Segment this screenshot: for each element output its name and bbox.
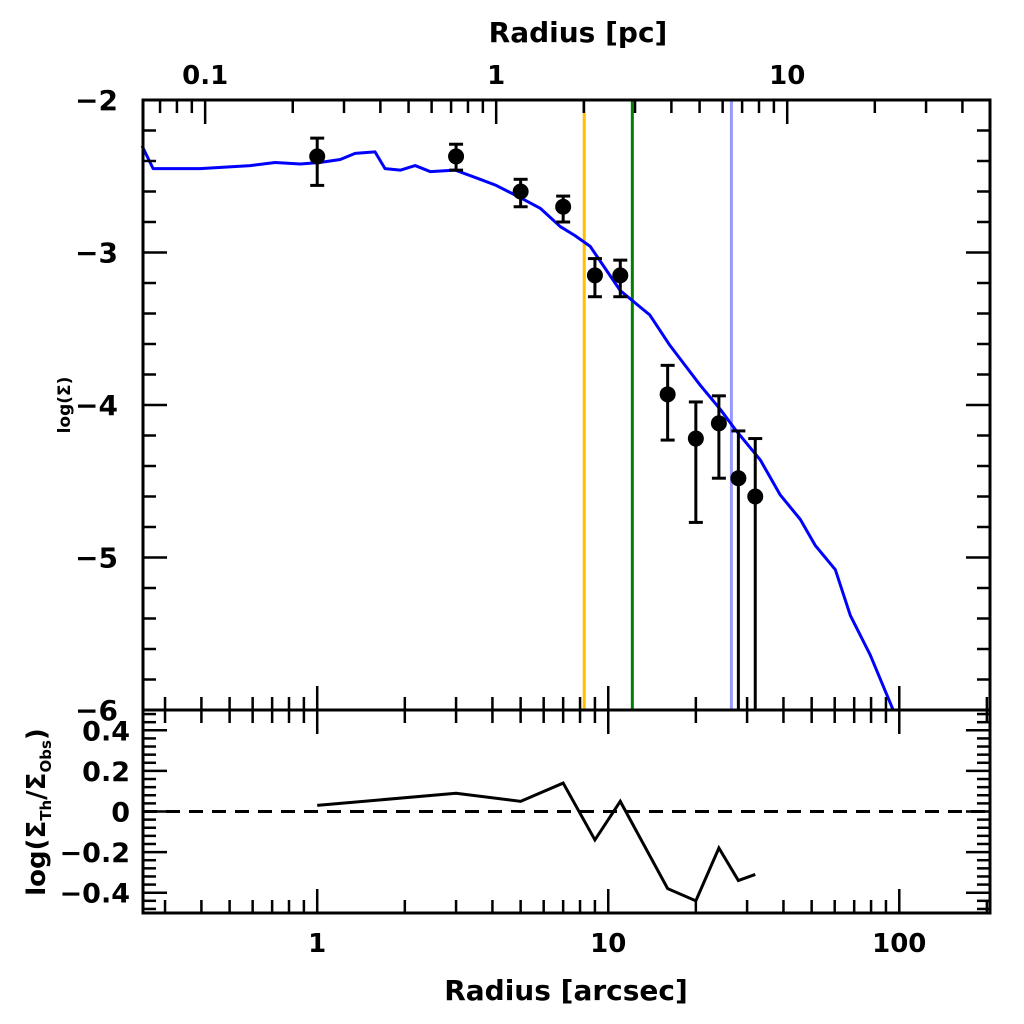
top-axis-title: Radius [pc] xyxy=(489,16,668,49)
residual-line xyxy=(317,781,756,903)
res-y-tick-label: −0.2 xyxy=(60,838,130,869)
res-ylabel-sub2: Obs xyxy=(37,740,55,772)
residual-panel: 1 10 100 0.4 0.2 0 −0.2 −0.4 xyxy=(60,708,992,959)
main-y-axis-title: log(Σ) xyxy=(55,377,75,434)
data-point xyxy=(512,183,529,200)
top-tick-label: 0.1 xyxy=(182,61,228,91)
data-point xyxy=(612,267,629,284)
top-tick-label: 10 xyxy=(769,61,805,91)
res-y-tick-label: 0 xyxy=(111,798,130,829)
data-point xyxy=(687,430,704,447)
data-point xyxy=(710,415,727,432)
data-point xyxy=(659,386,676,403)
data-point xyxy=(555,198,572,215)
data-point xyxy=(747,488,764,505)
data-point xyxy=(730,470,747,487)
y-tick-label: −5 xyxy=(75,542,118,575)
bottom-tick-label: 1 xyxy=(308,929,326,959)
bottom-tick-label: 100 xyxy=(872,929,926,959)
main-frame xyxy=(141,98,992,712)
y-tick-label: −2 xyxy=(75,84,118,117)
y-tick-label: −3 xyxy=(75,237,118,270)
y-tick-label: −6 xyxy=(75,694,118,727)
model-curve xyxy=(140,145,895,711)
main-panel: 0.1 1 10 −2 −3 −4 −5 −6 xyxy=(75,61,992,727)
res-y-tick-label: 0.2 xyxy=(82,757,130,788)
residual-y-axis-title: log(ΣTh/ΣObs) xyxy=(22,728,55,896)
top-tick-label: 1 xyxy=(487,61,505,91)
bottom-tick-label: 10 xyxy=(590,929,626,959)
res-ylabel-post: ) xyxy=(22,728,52,740)
data-point xyxy=(586,267,603,284)
data-point xyxy=(309,148,326,165)
data-point xyxy=(448,148,465,165)
res-ylabel-pre: log(Σ xyxy=(22,821,52,896)
bottom-axis-title: Radius [arcsec] xyxy=(444,974,688,1007)
res-ylabel-mid: /Σ xyxy=(22,773,52,800)
res-ylabel-sub1: Th xyxy=(37,800,55,821)
y-tick-label: −4 xyxy=(75,389,118,422)
res-y-tick-label: −0.4 xyxy=(60,879,130,910)
res-y-tick-label: 0.4 xyxy=(82,716,130,747)
